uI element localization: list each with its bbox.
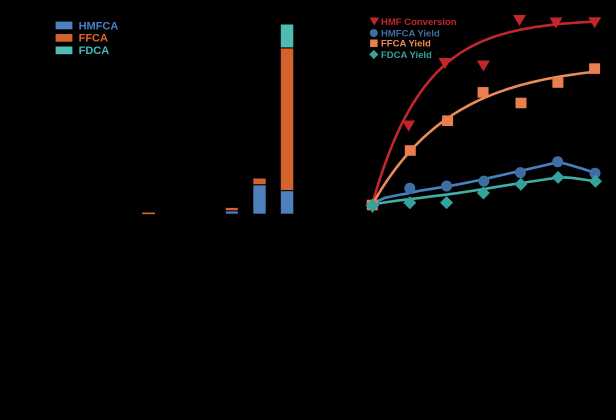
svg-text:FDCA: FDCA [79,45,110,57]
svg-text:HMFCA Yield: HMFCA Yield [381,28,440,39]
svg-text:HMF Conversion: HMF Conversion [381,17,457,28]
svg-text:FFCA Yield: FFCA Yield [381,39,431,50]
svg-text:FDCA Yield: FDCA Yield [381,50,432,61]
svg-text:HMFCA: HMFCA [79,20,119,32]
svg-text:FFCA: FFCA [79,33,108,45]
